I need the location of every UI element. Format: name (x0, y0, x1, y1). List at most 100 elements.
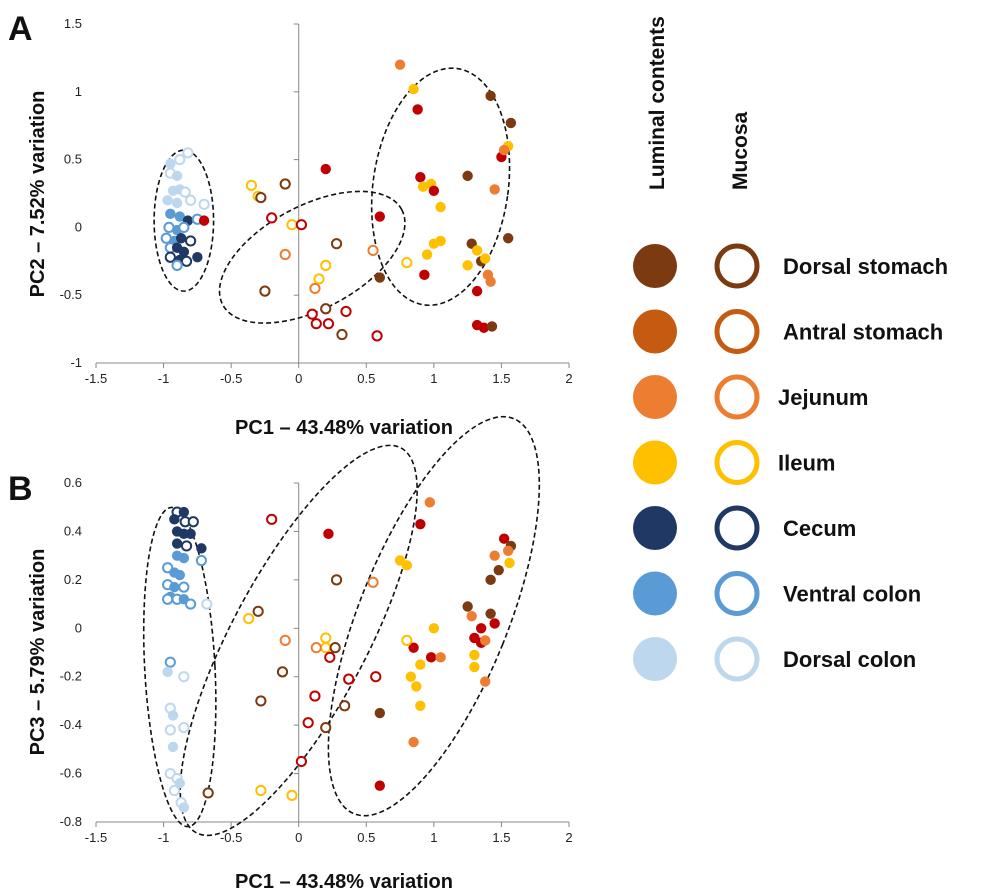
panel-b-point-luminal (169, 514, 180, 525)
panel-b-point-luminal (405, 671, 417, 682)
panel-a-point-mucosa (178, 221, 190, 233)
panel-a-cluster-ellipse (153, 149, 215, 292)
panel-b-x-tick-label: -1 (158, 830, 170, 845)
panel-b-point-mucosa (180, 540, 193, 552)
legend-marker-mucosa (714, 571, 760, 616)
panel-a-y-tick-label: 1 (75, 84, 82, 99)
panel-a-points (160, 59, 517, 342)
panel-a-point-mucosa (174, 154, 186, 166)
legend-marker-luminal (633, 506, 677, 550)
panel-a-point-mucosa (336, 328, 348, 341)
panel-b-point-luminal (178, 506, 190, 518)
panel-a-point-mucosa (182, 147, 194, 159)
panel-a-point-luminal (417, 181, 429, 192)
panel-a-point-mucosa (286, 219, 298, 231)
panel-b-point-mucosa (276, 666, 289, 678)
panel-a-point-luminal (171, 170, 183, 182)
panel-b-point-mucosa (339, 700, 351, 712)
legend-rows: Dorsal stomach Antral stomach Jejunum Ileum… (633, 243, 948, 682)
panel-b-point-luminal (428, 623, 440, 634)
panel-a-point-mucosa (164, 251, 176, 263)
panel-b-point-mucosa (367, 576, 379, 588)
panel-b-point-mucosa (286, 789, 298, 801)
panel-a-point-luminal (471, 245, 483, 256)
panel-b-point-mucosa (255, 695, 267, 707)
panel-b-point-mucosa (302, 717, 314, 729)
panel-a-point-luminal (374, 272, 385, 283)
panel-a-point-mucosa (371, 330, 383, 342)
panel-a-point-luminal (320, 163, 331, 175)
panel-b-x-axis-label: PC1 – 43.48% variation (235, 871, 453, 893)
panel-b-point-mucosa (320, 632, 332, 644)
panel-a-point-mucosa (313, 273, 325, 285)
panel-a-point-mucosa (245, 179, 258, 191)
panel-b-point-mucosa (255, 784, 267, 797)
panel-a-axes: -1.5 -1 -0.5 0 0.5 1 1.5 2-1-0.500.511.5 (60, 16, 573, 386)
legend-marker-luminal (633, 440, 677, 485)
panel-b-point-luminal (196, 543, 207, 554)
panel-b-point-mucosa (310, 642, 322, 654)
panel-a-point-luminal (374, 211, 385, 222)
panel-b-point-luminal (469, 649, 480, 661)
panel-b-point-luminal (489, 550, 500, 561)
panel-b-point-mucosa (187, 516, 199, 528)
panel-b-point-luminal (480, 635, 491, 646)
panel-b-point-mucosa (195, 554, 208, 567)
legend-header-luminal: Luminal contents (646, 16, 669, 190)
panel-a-x-tick-label: 1.5 (492, 371, 510, 386)
legend-label: Antral stomach (783, 320, 943, 345)
panel-b-y-tick-label: 0 (75, 620, 82, 635)
panel-a-x-tick-label: 0.5 (357, 371, 375, 386)
panel-a-point-mucosa (330, 238, 343, 250)
panel-b-point-luminal (178, 552, 190, 564)
panel-b-point-luminal (185, 528, 196, 540)
panel-b-point-mucosa (343, 673, 355, 685)
panel-a-point-mucosa (171, 259, 183, 271)
panel-b-point-mucosa (324, 651, 336, 663)
panel-b-point-mucosa (178, 721, 190, 734)
panel-b-point-luminal (408, 642, 419, 653)
panel-b-point-luminal (425, 652, 437, 663)
panel-a-point-mucosa (401, 257, 413, 269)
panel-a-point-luminal (480, 253, 491, 264)
panel-b-point-luminal (415, 518, 426, 530)
panel-a-point-luminal (485, 90, 496, 102)
panel-a-cluster-ellipses (153, 67, 511, 324)
panel-b-point-luminal (178, 802, 190, 813)
panel-b-point-mucosa (243, 613, 255, 625)
panel-a-y-axis-label: PC2 – 7.52% variation (27, 91, 49, 298)
panel-b-point-luminal (435, 652, 446, 663)
panel-b-points (162, 497, 517, 813)
panel-b-point-mucosa (401, 634, 413, 646)
panel-a-point-luminal (435, 235, 446, 247)
panel-b-x-tick-label: 1 (430, 830, 437, 845)
legend-marker-mucosa (714, 243, 760, 289)
panel-a-x-tick-label: -1.5 (85, 371, 107, 386)
panel-b-point-mucosa (320, 721, 332, 734)
panel-a-point-luminal (462, 170, 473, 182)
panel-a-point-luminal (462, 260, 473, 271)
panel-b-point-mucosa (164, 724, 176, 736)
panel-b-point-luminal (485, 574, 496, 586)
panel-b-point-mucosa (266, 513, 278, 525)
panel-b-x-tick-label: 0 (295, 830, 302, 845)
panel-b-point-luminal (462, 601, 473, 612)
panel-a-point-mucosa (255, 191, 267, 204)
panel-b-cluster-ellipse (327, 415, 541, 817)
panel-a-point-luminal (502, 233, 514, 244)
panel-b-point-mucosa (329, 642, 341, 654)
legend-label: Dorsal colon (783, 647, 916, 672)
panel-a-point-luminal (489, 184, 500, 195)
panel-b-point-luminal (415, 700, 426, 711)
panel-a-point-mucosa (198, 198, 210, 210)
panel-a-point-luminal (435, 201, 446, 213)
panel-b-point-luminal (475, 623, 487, 634)
panel-b-x-tick-label: -0.5 (220, 830, 242, 845)
panel-b-x-tick-label: 2 (565, 830, 572, 845)
panel-b-point-luminal (401, 560, 413, 571)
panel-b-point-mucosa (202, 787, 214, 799)
panel-a-point-mucosa (279, 248, 291, 261)
panel-a-point-mucosa (340, 305, 352, 318)
panel-b-x-tick-label: 1.5 (492, 830, 510, 845)
panel-a-x-tick-label: 0 (295, 371, 302, 386)
